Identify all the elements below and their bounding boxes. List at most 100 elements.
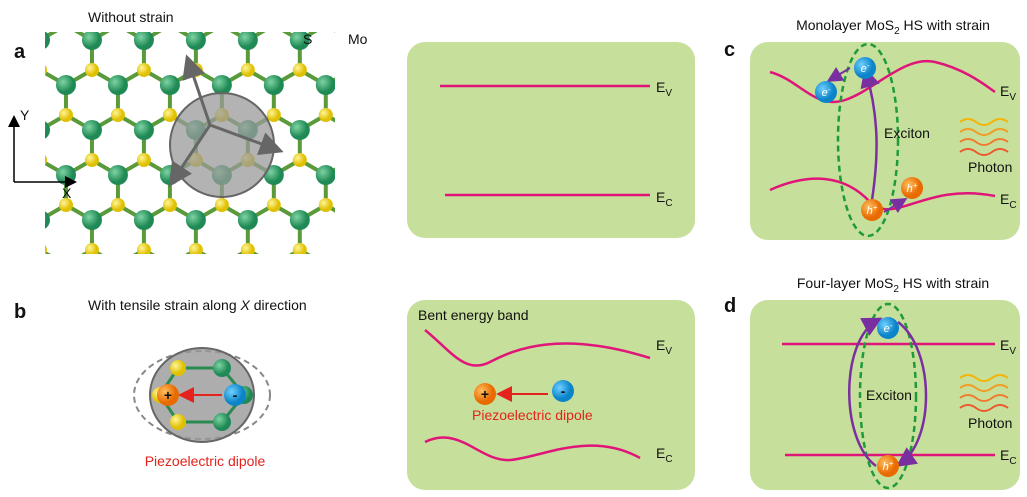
relax-arrow [826, 66, 851, 83]
panel-title: Monolayer MoS2 HS with strain [796, 17, 990, 37]
minus-charge [552, 380, 574, 402]
electron [854, 57, 876, 79]
atom [81, 32, 102, 50]
photon-label: Photon [968, 159, 1012, 175]
atom [345, 243, 359, 257]
bond [378, 115, 404, 130]
atom [318, 108, 333, 122]
bond [352, 250, 378, 265]
valence-band [769, 59, 996, 104]
valence-band [424, 329, 651, 367]
atom [162, 108, 177, 122]
strain-arrows [168, 54, 284, 187]
bond [378, 25, 404, 40]
dipole-label: Piezoelectric dipole [472, 407, 593, 423]
charge-sign: - [561, 383, 566, 399]
atom [472, 0, 492, 5]
atom [55, 75, 76, 95]
atom [59, 18, 73, 32]
axis-label: X [62, 185, 72, 201]
charge-sign: + [164, 387, 172, 403]
atom [108, 255, 128, 275]
atom [472, 255, 492, 275]
carrier-label: h+ [883, 459, 894, 473]
atom [110, 198, 125, 212]
charge-sign: + [481, 386, 489, 402]
atom [475, 288, 489, 302]
atom [84, 63, 99, 77]
bond [378, 160, 404, 175]
atom [371, 108, 385, 122]
atom [368, 165, 388, 185]
bond [352, 115, 378, 130]
carrier-label: h+ [867, 203, 878, 217]
atom [185, 210, 206, 230]
plus-charge [474, 383, 496, 405]
panel-label: a [14, 41, 26, 63]
minus-charge [224, 384, 246, 406]
atom [263, 165, 284, 185]
atom [81, 120, 102, 140]
atom [7, 288, 21, 302]
carrier-label: e- [861, 61, 870, 75]
atom [107, 75, 128, 95]
atom [162, 198, 177, 212]
excitation-arrow [860, 67, 880, 201]
atom [107, 165, 128, 185]
atom-label: Mo [348, 31, 368, 47]
atom [267, 18, 281, 32]
bond [352, 205, 378, 220]
atom [30, 300, 50, 320]
atom [59, 288, 73, 302]
atom [133, 32, 154, 50]
bond [14, 160, 40, 175]
atom [292, 153, 307, 167]
atom [423, 18, 437, 32]
atom [264, 255, 284, 275]
atom-label: S [303, 31, 312, 47]
bond [45, 32, 58, 40]
bond [378, 295, 404, 310]
atom [45, 121, 50, 139]
band-label: EV [1000, 337, 1016, 357]
atom [85, 333, 99, 347]
bond [14, 25, 40, 40]
atom [56, 255, 76, 275]
atom [264, 0, 284, 5]
hole [877, 455, 899, 477]
charge-sign: - [233, 387, 238, 403]
atom [45, 211, 50, 229]
atom [368, 255, 388, 275]
panel-label: d [724, 295, 736, 317]
bond [456, 25, 482, 40]
panel-label: c [724, 39, 735, 61]
atom [345, 333, 359, 347]
band-box [750, 300, 1020, 490]
photon-waves [959, 374, 1009, 412]
bond [0, 250, 14, 265]
hole [861, 199, 883, 221]
panel-label: b [14, 301, 26, 323]
atom [371, 288, 385, 302]
photon-label: Photon [968, 415, 1012, 431]
atom [240, 63, 255, 77]
atom [211, 75, 232, 95]
bond [352, 70, 378, 85]
panel-title: Four-layer MoS2 HS with strain [797, 275, 989, 295]
atom [136, 153, 151, 167]
carrier-label: h+ [907, 181, 918, 195]
atom [371, 198, 385, 212]
atom [316, 255, 336, 275]
atom [420, 0, 440, 5]
band-label: EC [1000, 191, 1017, 211]
atom [108, 0, 128, 5]
box-title: Bent energy band [418, 307, 529, 323]
bond [430, 250, 456, 265]
bond [326, 250, 352, 265]
atom [160, 255, 180, 275]
atom [368, 0, 388, 5]
atom [136, 243, 151, 254]
bond [0, 205, 14, 220]
atom [4, 0, 24, 5]
exciton-outline [858, 302, 918, 490]
